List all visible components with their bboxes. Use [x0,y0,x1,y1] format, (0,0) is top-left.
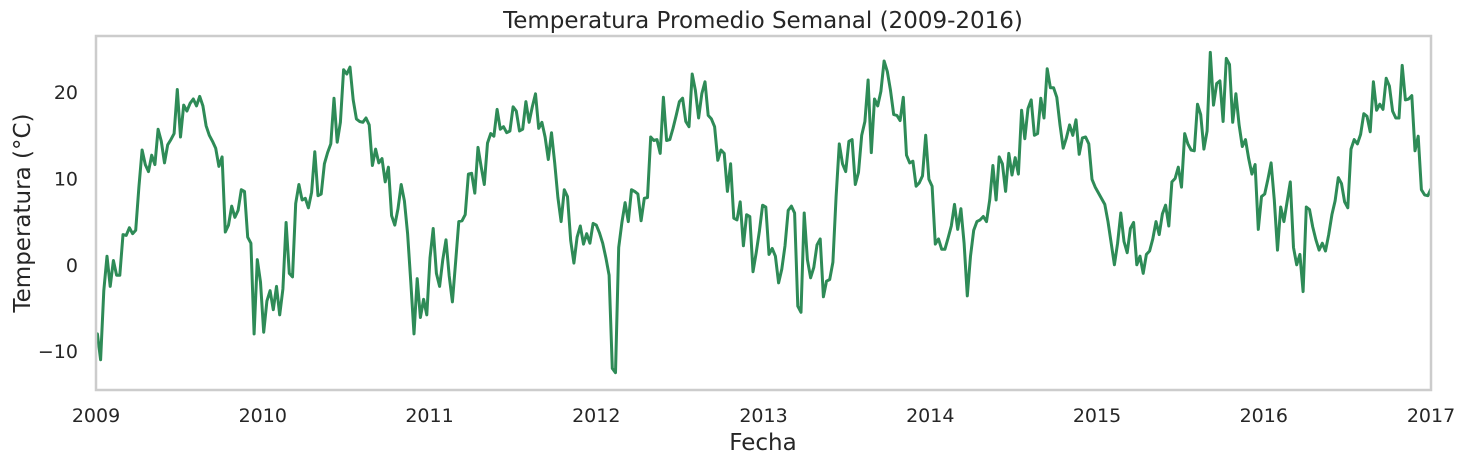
x-tick-label: 2016 [1240,405,1288,427]
y-axis-title: Temperatura (°C) [10,114,36,314]
x-axis-ticks: 2009 2010 2011 2012 2013 2014 2015 2016 2017 [72,405,1455,427]
x-tick-label: 2012 [572,405,620,427]
x-axis-title: Fecha [729,430,796,456]
x-tick-label: 2015 [1073,405,1121,427]
y-tick-label: 20 [54,82,78,104]
series-line-temperature [96,50,1431,375]
y-tick-label: 0 [66,255,78,277]
y-axis-ticks: −10 0 10 20 [38,82,78,363]
y-tick-label: −10 [38,341,78,363]
y-tick-label: 10 [54,168,78,190]
x-tick-label: 2013 [739,405,787,427]
plot-frame [94,34,1433,392]
x-tick-label: 2009 [72,405,120,427]
x-tick-label: 2017 [1407,405,1455,427]
x-tick-label: 2010 [239,405,287,427]
x-tick-label: 2014 [906,405,954,427]
chart-title: Temperatura Promedio Semanal (2009-2016) [502,8,1023,34]
x-tick-label: 2011 [405,405,453,427]
